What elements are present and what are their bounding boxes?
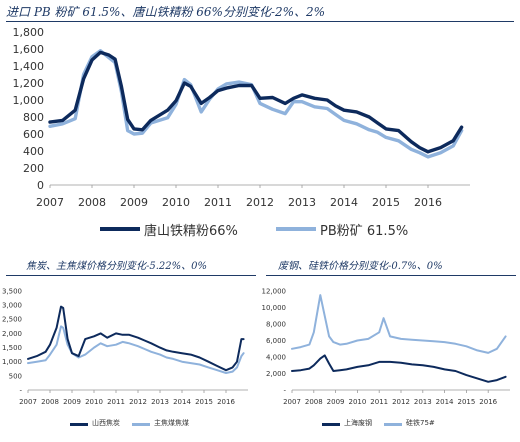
br-legend: 上海废钢 硅铁75# [322, 418, 502, 430]
legend-swatch-light [132, 423, 150, 426]
legend-label-light: 硅铁75# [406, 419, 435, 427]
top-x-tick-label: 2016 [414, 196, 442, 209]
br-x-tick-label: 2007 [283, 398, 301, 406]
top-series-dark-line [48, 50, 464, 154]
top-x-tick-label: 2013 [288, 196, 316, 209]
br-y-tick-label: 6,000 [266, 337, 286, 345]
br-x-tick-label: 2015 [457, 398, 475, 406]
top-y-tick-label: 1,200 [13, 77, 45, 90]
br-x-tick-label: 2012 [392, 398, 410, 406]
br-x-tick-label: 2016 [479, 398, 497, 406]
bl-y-tick-label: - [19, 386, 22, 394]
bl-y-tick-label: 3,000 [2, 302, 22, 310]
bl-legend: 山西焦炭 主焦煤焦煤 [70, 418, 250, 430]
legend-label-dark: 唐山铁精粉66% [144, 224, 238, 239]
br-x-tick-label: 2014 [436, 398, 454, 406]
br-y-tick-label: - [283, 386, 286, 394]
bl-x-tick-label: 2016 [217, 398, 235, 406]
top-x-tick-label: 2011 [204, 196, 232, 209]
br-x-tick-label: 2010 [348, 398, 366, 406]
top-legend: 唐山铁精粉66% PB粉矿 61.5% [100, 220, 430, 239]
top-y-tick-label: 0 [37, 179, 44, 192]
bl-series-light-line [27, 325, 245, 374]
bl-x-tick-label: 2015 [195, 398, 213, 406]
legend-swatch-light [384, 423, 402, 426]
bl-x-tick-label: 2013 [151, 398, 169, 406]
legend-swatch-dark [70, 423, 88, 426]
br-x-tick-label: 2011 [370, 398, 388, 406]
top-series-light-line [48, 49, 464, 159]
top-y-tick-label: 1,600 [13, 43, 45, 56]
br-x-tick-label: 2013 [414, 398, 432, 406]
bl-title-underline [6, 275, 256, 276]
top-y-tick-label: 1,400 [13, 60, 45, 73]
br-y-tick-label: 4,000 [266, 353, 286, 361]
bl-x-tick-label: 2007 [19, 398, 37, 406]
br-chart-title: 废钢、硅铁价格分别变化-0.7%、0% [278, 261, 443, 272]
br-series-dark-line [291, 354, 507, 383]
bl-x-tick-label: 2014 [173, 398, 191, 406]
bl-y-tick-label: 500 [9, 372, 22, 380]
top-y-tick-label: 600 [23, 128, 44, 141]
bl-y-tick-label: 2,500 [2, 316, 22, 324]
br-y-tick-label: 12,000 [262, 287, 287, 295]
bl-x-tick-label: 2012 [129, 398, 147, 406]
top-title-underline [6, 21, 514, 22]
bl-y-tick-label: 1,000 [2, 358, 22, 366]
top-chart-title: 进口 PB 粉矿 61.5%、唐山铁精粉 66%分别变化-2%、2% [6, 5, 326, 19]
bl-y-tick-label: 3,500 [2, 287, 22, 295]
br-series-light-line [291, 294, 507, 354]
top-x-tick-label: 2008 [78, 196, 106, 209]
top-x-tick-label: 2014 [330, 196, 358, 209]
legend-label-light: 主焦煤焦煤 [154, 419, 189, 427]
top-y-tick-label: 200 [23, 162, 44, 175]
bl-y-tick-label: 2,000 [2, 330, 22, 338]
br-y-tick-label: 10,000 [262, 304, 287, 312]
bl-y-tick-label: 1,500 [2, 344, 22, 352]
top-y-tick-label: 1,800 [13, 26, 45, 39]
bl-series-dark-line [27, 305, 245, 372]
br-x-tick-label: 2008 [305, 398, 323, 406]
top-x-tick-label: 2007 [36, 196, 64, 209]
top-x-tick-label: 2009 [120, 196, 148, 209]
bl-x-tick-label: 2010 [85, 398, 103, 406]
bl-x-tick-label: 2009 [63, 398, 81, 406]
top-y-tick-label: 1,000 [13, 94, 45, 107]
legend-label-light: PB粉矿 61.5% [320, 224, 409, 239]
legend-swatch-light [276, 227, 316, 231]
legend-label-dark: 上海废钢 [344, 419, 372, 427]
bl-x-tick-label: 2011 [107, 398, 125, 406]
legend-swatch-dark [100, 227, 140, 231]
legend-label-dark: 山西焦炭 [92, 419, 120, 427]
legend-swatch-dark [322, 423, 340, 426]
br-x-tick-label: 2009 [327, 398, 345, 406]
top-y-tick-label: 800 [23, 111, 44, 124]
br-title-underline [266, 275, 516, 276]
bl-x-tick-label: 2008 [41, 398, 59, 406]
top-x-tick-label: 2015 [372, 196, 400, 209]
top-x-tick-label: 2010 [162, 196, 190, 209]
br-y-tick-label: 2,000 [266, 370, 286, 378]
top-y-tick-label: 400 [23, 145, 44, 158]
bl-chart-title: 焦炭、主焦煤价格分别变化-5.22%、0% [26, 261, 208, 272]
br-y-tick-label: 8,000 [266, 320, 286, 328]
top-x-tick-label: 2012 [246, 196, 274, 209]
